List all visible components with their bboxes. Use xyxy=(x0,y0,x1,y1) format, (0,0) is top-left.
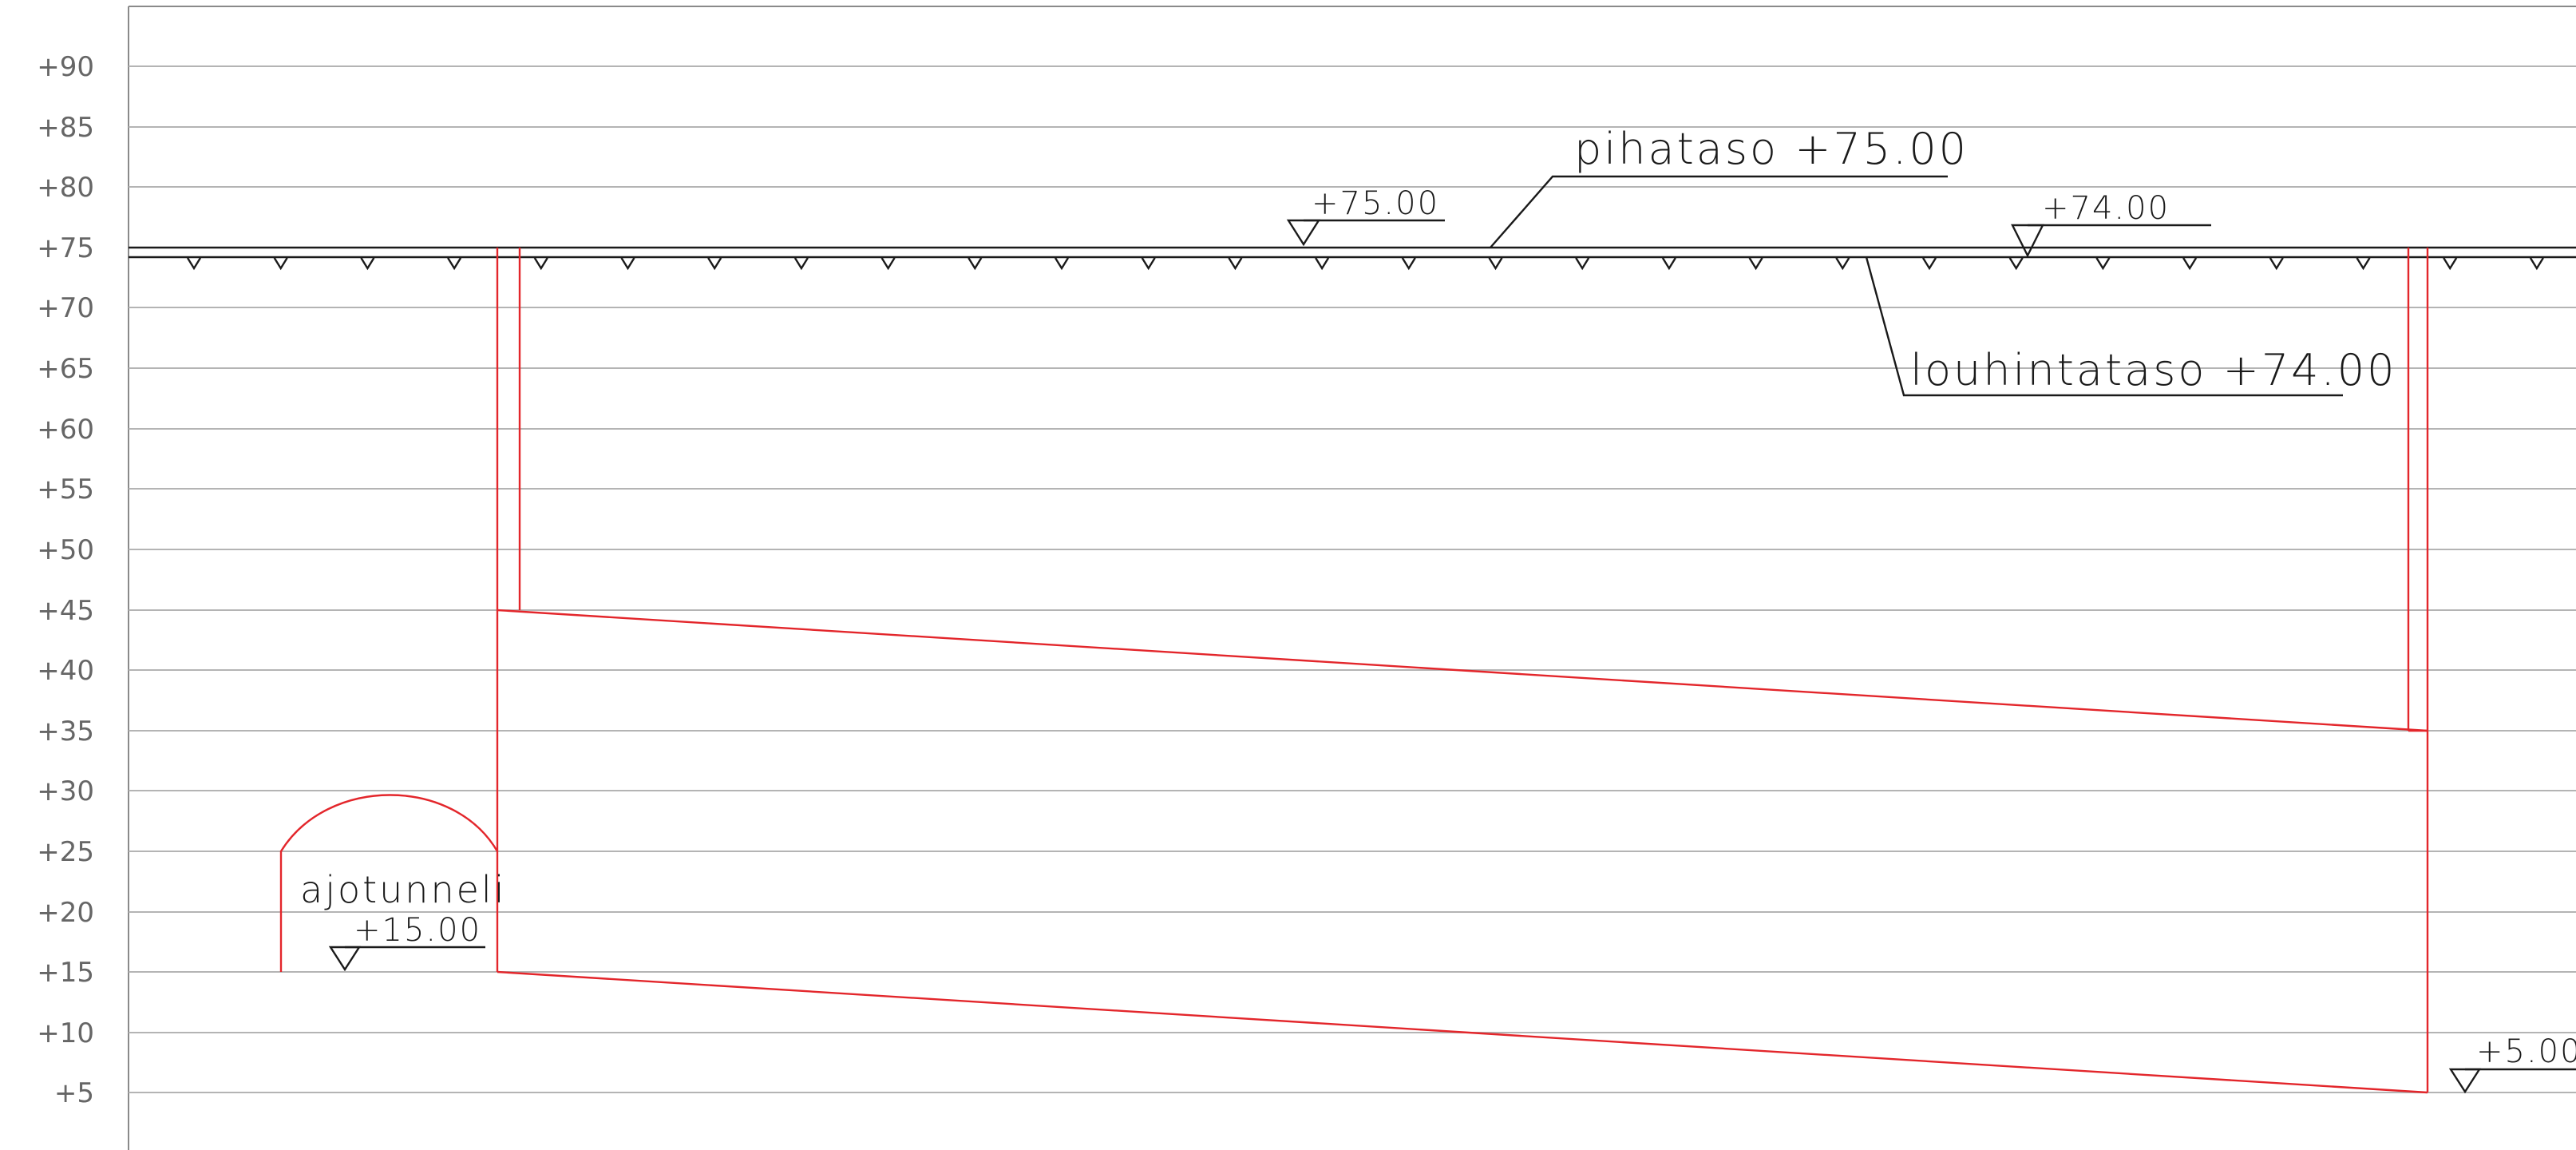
rock-tick-mark xyxy=(2182,257,2198,271)
elevation-tick-label: +65 xyxy=(37,353,94,385)
elevation-tick-label: +85 xyxy=(37,112,94,144)
elevation-grid: +90 +85 +80 +75 +70 +65 +60 +55 +50 +45 … xyxy=(37,51,2576,1109)
elevation-tick-label: +25 xyxy=(37,836,94,868)
elevation-tick-label: +30 xyxy=(37,775,94,807)
elevation-marker-5: +5.00 xyxy=(2448,1033,2576,1094)
rock-tick-mark xyxy=(2443,257,2458,271)
grid-row: +60 xyxy=(37,414,2576,446)
grid-row: +40 xyxy=(37,655,2576,687)
elevation-tick-label: +70 xyxy=(37,292,94,324)
louhintataso-leader-line xyxy=(1865,256,2343,397)
elevation-tick-label: +20 xyxy=(37,897,94,929)
grid-row: +10 xyxy=(37,1017,2576,1049)
grid-row: +5 xyxy=(54,1077,2576,1109)
elevation-tick-label: +75 xyxy=(37,232,94,264)
grid-row: +80 xyxy=(37,172,2576,204)
elevation-triangle-icon xyxy=(328,946,362,972)
rock-tick-mark xyxy=(273,257,288,271)
rock-tick-mark xyxy=(2008,257,2024,271)
rock-tick-mark xyxy=(2269,257,2284,271)
elevation-tick-label: +50 xyxy=(37,534,94,566)
grid-row: +55 xyxy=(37,474,2576,506)
rock-tick-mark xyxy=(707,257,722,271)
elevation-tick-label: +60 xyxy=(37,414,94,446)
louhintataso-label: louhintataso +74.00 xyxy=(1910,345,2396,395)
rock-tick-mark xyxy=(967,257,983,271)
grid-row: +20 xyxy=(37,897,2576,929)
grid-row: +15 xyxy=(37,957,2576,989)
grid-row: +30 xyxy=(37,775,2576,807)
grid-row: +70 xyxy=(37,292,2576,324)
elevation-mark-75-label: +75.00 xyxy=(1312,185,1439,222)
pihataso-leader-line xyxy=(1490,175,1948,248)
grid-row: +45 xyxy=(37,595,2576,627)
rock-tick-mark xyxy=(2095,257,2111,271)
elevation-tick-label: +35 xyxy=(37,716,94,748)
elevation-marker-74: +74.00 xyxy=(2011,190,2211,258)
elevation-triangle-icon xyxy=(1286,219,1321,247)
grid-row: +90 xyxy=(37,51,2576,83)
upper-ramp-line xyxy=(497,609,2428,732)
elevation-tick-label: +5 xyxy=(54,1077,94,1109)
elevation-marker-75: +75.00 xyxy=(1286,185,1445,247)
louhintataso-callout: louhintataso +74.00 xyxy=(1865,256,2396,397)
rock-tick-mark xyxy=(1141,257,1156,271)
rock-tick-mark xyxy=(447,257,462,271)
rock-tick-mark xyxy=(186,257,202,271)
rock-surface-ticks xyxy=(186,257,2544,271)
rock-tick-mark xyxy=(620,257,635,271)
grid-row: +25 xyxy=(37,836,2576,868)
underground-structure xyxy=(279,248,2429,1094)
rock-tick-mark xyxy=(1488,257,1503,271)
rock-tick-mark xyxy=(793,257,809,271)
rock-tick-mark xyxy=(1054,257,1070,271)
lower-ramp-line xyxy=(497,970,2428,1094)
rock-tick-mark xyxy=(880,257,896,271)
rock-tick-mark xyxy=(360,257,375,271)
elevation-tick-label: +55 xyxy=(37,474,94,506)
drawing-frame xyxy=(128,6,2576,1150)
rock-tick-mark xyxy=(1401,257,1416,271)
elevation-tick-label: +15 xyxy=(37,957,94,989)
ajotunneli-tunnel-outline xyxy=(279,794,499,972)
ajotunneli-label: ajotunneli xyxy=(300,868,506,911)
rock-tick-mark xyxy=(1921,257,1937,271)
rock-tick-mark xyxy=(1748,257,1763,271)
rock-tick-mark xyxy=(533,257,548,271)
rock-tick-mark xyxy=(1835,257,1850,271)
pihataso-callout: pihataso +75.00 xyxy=(1490,124,1969,248)
rock-tick-mark xyxy=(1228,257,1243,271)
grid-row: +50 xyxy=(37,534,2576,566)
elevation-mark-15-label: +15.00 xyxy=(354,912,481,949)
rock-tick-mark xyxy=(2529,257,2544,271)
elevation-mark-5-label: +5.00 xyxy=(2476,1033,2576,1070)
grid-row: +35 xyxy=(37,716,2576,748)
elevation-tick-label: +90 xyxy=(37,51,94,83)
elevation-tick-label: +45 xyxy=(37,595,94,627)
rock-tick-mark xyxy=(1661,257,1676,271)
elevation-mark-74-label: +74.00 xyxy=(2042,190,2170,227)
grid-row: +85 xyxy=(37,112,2576,144)
grid-row: +65 xyxy=(37,353,2576,385)
elevation-marker-15: +15.00 xyxy=(328,912,485,972)
elevation-tick-label: +80 xyxy=(37,172,94,204)
elevation-tick-label: +40 xyxy=(37,655,94,687)
elevation-triangle-icon xyxy=(2011,224,2044,258)
rock-tick-mark xyxy=(2356,257,2371,271)
rock-tick-mark xyxy=(1315,257,1330,271)
rock-tick-mark xyxy=(1575,257,1590,271)
pihataso-label: pihataso +75.00 xyxy=(1574,124,1969,174)
elevation-triangle-icon xyxy=(2448,1068,2482,1094)
elevation-tick-label: +10 xyxy=(37,1017,94,1049)
